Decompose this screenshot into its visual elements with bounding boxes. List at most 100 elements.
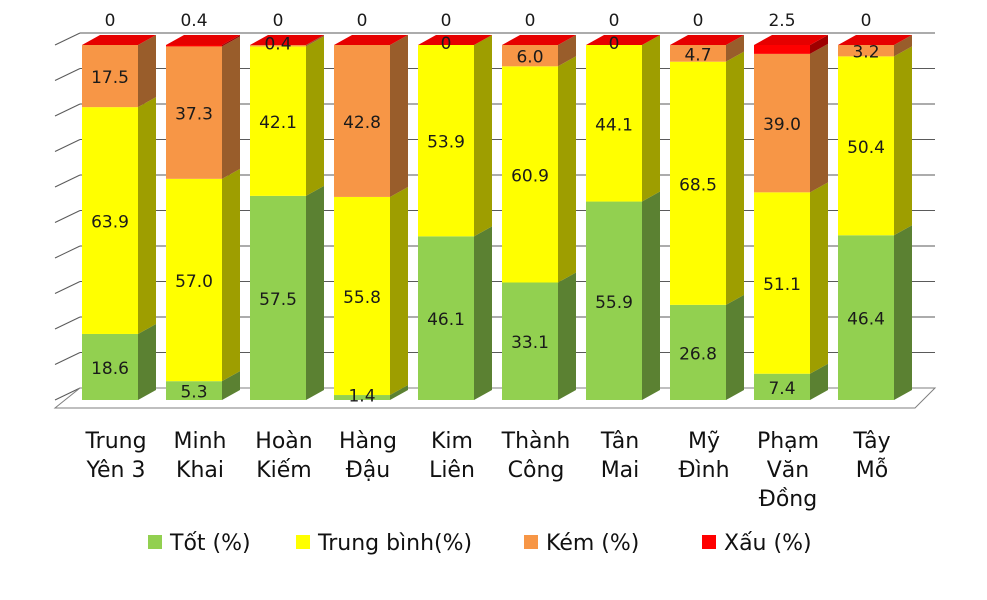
x-tick-label: Trung <box>84 429 146 454</box>
bar-top <box>166 35 240 45</box>
bar-segment <box>250 45 306 47</box>
bar-top <box>250 35 324 45</box>
bar-segment-side <box>138 323 156 400</box>
legend-swatch <box>702 535 716 549</box>
legend-label: Xấu (%) <box>724 531 812 556</box>
data-label: 60.9 <box>511 166 549 186</box>
bar-top <box>838 35 912 45</box>
x-tick-label: Phạm <box>757 429 819 454</box>
bar-segment-side <box>222 371 240 400</box>
bar-segment <box>838 56 894 236</box>
bar-segment-side <box>222 35 240 47</box>
bar-segment <box>166 381 222 400</box>
data-label: 0.4 <box>180 11 207 31</box>
data-label: 51.1 <box>763 275 801 295</box>
data-label: 57.0 <box>175 272 213 292</box>
legend-swatch <box>296 535 310 549</box>
data-label: 0 <box>609 11 620 31</box>
data-label: 3.2 <box>852 43 879 63</box>
data-label: 26.8 <box>679 344 717 364</box>
bar-segment <box>754 373 810 400</box>
data-label: 0 <box>273 11 284 31</box>
x-tick-label: Thành <box>501 429 571 454</box>
x-tick-label: Yên 3 <box>86 458 146 483</box>
bar-segment-side <box>474 35 492 237</box>
data-label: 37.3 <box>175 105 213 125</box>
data-label: 4.7 <box>684 45 711 65</box>
x-tick-label: Kim <box>431 429 473 454</box>
bar-segment-side <box>894 46 912 236</box>
data-label: 6.0 <box>516 48 543 68</box>
x-tick-label: Kiếm <box>256 458 312 483</box>
x-tick-label: Mai <box>601 458 640 483</box>
data-label: 55.9 <box>595 293 633 313</box>
data-label: 46.1 <box>427 310 465 330</box>
bar-segment-side <box>222 36 240 179</box>
bar-segment-side <box>138 35 156 108</box>
bar-segment-side <box>390 35 408 197</box>
bar-segment <box>670 61 726 305</box>
data-label: 42.1 <box>259 113 297 133</box>
bar-segment <box>166 45 222 47</box>
bar-segment-side <box>726 294 744 400</box>
bar-segment-side <box>558 35 576 67</box>
bar-top <box>82 35 156 45</box>
data-label: 0 <box>105 11 116 31</box>
data-label: 0 <box>357 11 368 31</box>
gridline-slant <box>54 387 81 401</box>
data-label: 0 <box>609 34 620 54</box>
x-tick-label: Hoàn <box>255 429 312 454</box>
gridline-slant <box>54 245 81 259</box>
bar-top <box>502 35 576 45</box>
x-tick-label: Đồng <box>759 487 817 512</box>
bar-segment-side <box>810 43 828 193</box>
bar-segment <box>334 196 390 396</box>
bar-segment <box>838 235 894 400</box>
bar-segment <box>502 45 558 67</box>
x-tick-label: Minh <box>174 429 227 454</box>
bar-segment-side <box>474 226 492 400</box>
legend-label: Kém (%) <box>546 531 639 556</box>
bar-segment <box>418 45 474 237</box>
bar-top <box>586 35 660 45</box>
gridline-slant <box>54 103 81 117</box>
bar-segment-side <box>642 191 660 400</box>
bar-top <box>334 35 408 45</box>
bar-segment-side <box>390 186 408 396</box>
gridline-slant <box>54 68 81 81</box>
bar-segment-side <box>306 36 324 196</box>
x-tick-label: Hàng <box>339 429 397 454</box>
gridline-slant <box>54 352 81 365</box>
data-labels: 18.6 63.9 17.5 0 5.3 57.0 37.3 0.4 57.5 42.1 0.4 0 1… <box>91 11 885 407</box>
data-label: 53.9 <box>427 133 465 153</box>
data-label: 55.8 <box>343 288 381 308</box>
bar-segment <box>250 195 306 400</box>
data-label: 5.3 <box>180 383 207 403</box>
bar-segment <box>838 45 894 57</box>
bar-segment <box>502 66 558 283</box>
bar-segment <box>754 45 810 54</box>
bar-segment <box>754 192 810 374</box>
bar-segment <box>754 53 810 193</box>
bar-segment <box>334 45 390 197</box>
data-label: 57.5 <box>259 290 297 310</box>
bar-top <box>754 35 828 45</box>
data-label: 50.4 <box>847 138 885 158</box>
data-label: 0 <box>693 11 704 31</box>
bar-top <box>670 35 744 45</box>
data-label: 1.4 <box>348 387 375 407</box>
bar-segment <box>418 236 474 400</box>
data-label: 2.5 <box>768 11 795 31</box>
x-tick-label: Mỹ <box>688 429 720 454</box>
bar-segment-side <box>138 97 156 334</box>
gridline-slant <box>54 139 81 152</box>
data-label: 0.4 <box>264 35 291 55</box>
data-label: 7.4 <box>768 379 795 399</box>
gridline-slant <box>54 174 81 188</box>
bar-segment <box>166 46 222 179</box>
bar-segment-side <box>306 185 324 400</box>
data-label: 63.9 <box>91 213 129 233</box>
x-tick-label: Tân <box>600 429 639 454</box>
legend-label: Tốt (%) <box>169 531 251 556</box>
